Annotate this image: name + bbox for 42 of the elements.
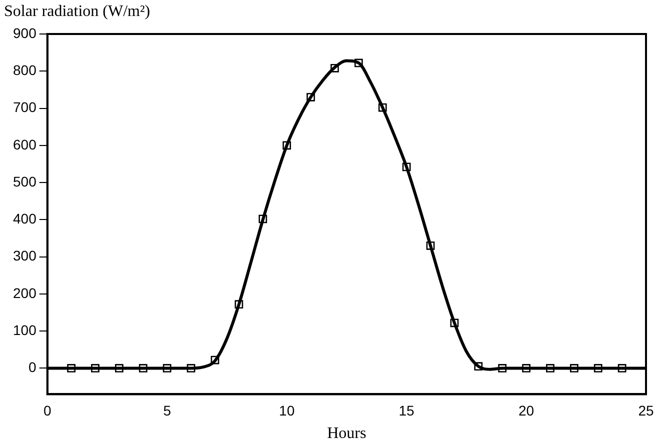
x-tick-label: 20 [518,402,534,418]
point [402,162,411,172]
point [234,300,244,309]
point [594,364,602,372]
y-tick-label: 200 [13,284,37,301]
point [546,364,554,372]
point [210,356,220,364]
x-tick-label: 5 [163,402,172,418]
point [354,58,363,68]
point [282,141,291,150]
point [258,214,268,224]
y-tick-label: 100 [13,322,37,338]
y-tick-label: 300 [13,248,37,264]
point [91,364,100,372]
y-tick-label: 600 [13,136,37,152]
x-tick-label: 15 [398,402,415,418]
point [450,318,459,328]
x-axis-title: Hours [327,425,366,442]
point [378,103,387,112]
y-tick-label: 0 [28,359,37,376]
point [498,364,507,372]
point [522,364,530,372]
x-tick-label: 10 [279,402,295,418]
point [67,364,76,372]
point [426,241,435,250]
point [186,364,196,372]
y-tick-label: 400 [13,210,37,227]
point [115,364,124,372]
point [618,364,626,372]
x-tick-label: 25 [638,402,654,418]
y-tick-label: 500 [13,173,37,190]
point [330,64,339,72]
point [138,364,148,372]
x-tick-label: 0 [43,402,52,418]
point [306,92,315,102]
y-axis-title: Solar radiation (W/m²) [4,3,150,20]
point [162,364,172,372]
y-tick-label: 700 [13,99,37,116]
y-tick-label: 800 [13,62,37,78]
point [474,362,483,371]
point [570,364,578,372]
y-tick-label: 900 [13,24,37,41]
